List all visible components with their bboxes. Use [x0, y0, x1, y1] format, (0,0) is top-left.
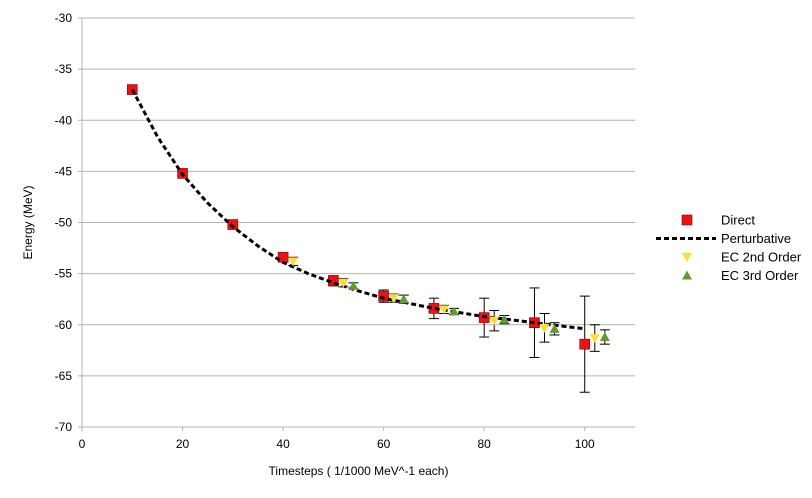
y-tick-label: -55	[55, 267, 73, 281]
x-tick-label: 40	[276, 437, 290, 451]
y-tick-label: -40	[55, 113, 73, 127]
legend-item-direct: Direct	[681, 213, 755, 228]
direct-point	[126, 84, 138, 95]
y-tick-label: -60	[55, 318, 73, 332]
ec-3rd-order-point	[599, 332, 610, 342]
ec-2nd-order-point	[288, 257, 299, 267]
series-perturbative	[130, 88, 585, 331]
ec-2nd-order-point	[589, 334, 600, 344]
x-tick-label: 100	[575, 437, 595, 451]
legend-label: EC 2nd Order	[721, 250, 802, 265]
legend-item-ec-2nd-order: EC 2nd Order	[682, 250, 802, 265]
legend-label: EC 3rd Order	[721, 268, 799, 283]
legend-item-perturbative: Perturbative	[656, 231, 791, 246]
ec-2nd-order-point	[438, 305, 449, 315]
y-tick-label: -65	[55, 369, 73, 383]
series-direct	[126, 84, 591, 393]
ec-3rd-order-point	[499, 314, 510, 324]
y-tick-label: -35	[55, 62, 73, 76]
legend-label: Perturbative	[721, 231, 791, 246]
y-tick-label: -30	[55, 11, 73, 25]
direct-point	[378, 290, 389, 302]
y-axis-label: Energy (MeV)	[21, 185, 35, 259]
series-ec-2nd-order	[288, 256, 600, 352]
legend-item-ec-3rd-order: EC 3rd Order	[682, 268, 799, 283]
direct-point	[579, 338, 591, 350]
series-marks	[126, 84, 610, 393]
legend-swatch	[682, 253, 692, 262]
axes	[78, 17, 635, 431]
ec-2nd-order-point	[539, 323, 550, 333]
x-tick-label: 80	[478, 437, 492, 451]
x-tick-label: 20	[176, 437, 190, 451]
ec-3rd-order-point	[549, 323, 560, 333]
y-tick-label: -45	[55, 164, 73, 178]
ec-2nd-order-point	[388, 294, 399, 304]
ec-2nd-order-point	[489, 316, 500, 326]
series-ec-3rd-order	[348, 280, 610, 345]
ec-3rd-order-point	[348, 280, 359, 290]
perturbative-line	[130, 88, 585, 331]
tick-labels: -30 -35 -40 -45 -50 -55 -60 -65 -70 0 20 40 60 80 100	[55, 11, 595, 451]
ec-3rd-order-point	[449, 306, 460, 316]
x-tick-label: 0	[79, 437, 86, 451]
legend-swatch	[681, 214, 693, 226]
y-tick-label: -50	[55, 216, 73, 230]
legend-label: Direct	[721, 213, 755, 228]
x-tick-label: 60	[377, 437, 391, 451]
direct-point	[227, 219, 239, 230]
x-axis-label: Timesteps ( 1/1000 MeV^-1 each)	[269, 464, 449, 478]
legend-swatch	[682, 270, 692, 280]
ec-3rd-order-point	[398, 294, 409, 304]
legend: Direct Perturbative EC 2nd Order EC 3rd Ord…	[656, 213, 802, 283]
grid-lines	[82, 17, 635, 428]
y-tick-label: -70	[55, 420, 73, 434]
ec-2nd-order-point	[338, 278, 349, 288]
